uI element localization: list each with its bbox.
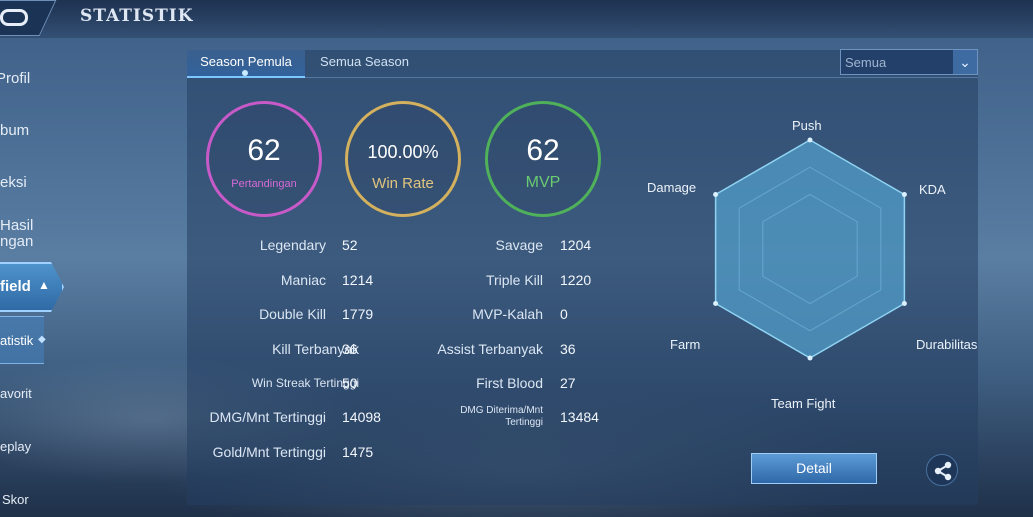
sidebar-item-label: Profil xyxy=(0,70,31,87)
matches-label: Pertandingan xyxy=(231,178,297,190)
mvp-label: MVP xyxy=(525,174,561,191)
radar-ring-inner xyxy=(762,193,858,305)
stat-label: Tertinggi xyxy=(505,417,543,428)
dropdown-value: Semua xyxy=(845,55,887,70)
radar-vertex-dot xyxy=(807,355,813,361)
stat-value: 0 xyxy=(560,306,568,322)
sidebar-item-label: field xyxy=(0,278,31,295)
stat-label: Assist Terbanyak xyxy=(437,341,543,357)
sidebar-subitem-statistik[interactable]: atistik ◆ xyxy=(0,316,46,364)
radar-value-polygon xyxy=(714,139,906,359)
sidebar-subitem-favorit[interactable]: avorit xyxy=(0,382,60,422)
tab-divider xyxy=(187,77,978,78)
win-rate-circle: 100.00% Win Rate xyxy=(345,101,461,217)
top-bar: STATISTIK xyxy=(0,0,1033,38)
tab-label: Semua Season xyxy=(320,54,409,69)
stat-value: 36 xyxy=(342,341,358,357)
stat-label: First Blood xyxy=(476,375,543,391)
stat-label: Gold/Mnt Tertinggi xyxy=(212,444,326,460)
sidebar-item-label: Hasil xyxy=(0,217,34,234)
tab-season-pemula[interactable]: Season Pemula xyxy=(187,50,305,78)
stat-value: 1475 xyxy=(342,444,374,460)
radar-label-team-fight: Team Fight xyxy=(771,396,836,411)
stat-label: Kill Terbanyak xyxy=(272,341,359,357)
radar-label-durabilitas: Durabilitas xyxy=(916,337,978,352)
stat-label: MVP-Kalah xyxy=(472,306,543,322)
tab-semua-season[interactable]: Semua Season xyxy=(307,50,422,78)
stat-value: 1214 xyxy=(342,272,374,288)
sidebar-item-label: eksi xyxy=(0,174,27,191)
sidebar-item-profil[interactable]: Profil xyxy=(0,62,60,102)
radar-label-kda: KDA xyxy=(919,182,946,197)
stat-label: Triple Kill xyxy=(485,272,543,288)
radar-label-farm: Farm xyxy=(670,337,701,352)
sidebar-item-label: eplay xyxy=(0,439,32,454)
stat-value: 52 xyxy=(342,237,358,253)
active-dot-icon xyxy=(242,70,248,76)
radar-label-push: Push xyxy=(792,118,822,133)
stat-value: 50 xyxy=(342,375,358,391)
sidebar-item-koleksi[interactable]: eksi xyxy=(0,166,60,206)
diamond-icon: ◆ xyxy=(38,334,46,345)
chevron-up-icon: ▲ xyxy=(38,278,50,292)
stat-label: DMG/Mnt Tertinggi xyxy=(209,409,326,425)
mvp-circle: 62 MVP xyxy=(485,101,601,217)
chevron-down-icon[interactable]: ⌄ xyxy=(953,50,977,74)
radar-vertex-dot xyxy=(901,301,907,306)
stat-value: 1204 xyxy=(560,237,592,253)
filter-dropdown[interactable]: Semua ⌄ xyxy=(840,49,978,75)
page-title: STATISTIK xyxy=(80,6,194,26)
stat-value: 27 xyxy=(560,375,576,391)
stat-label: Maniac xyxy=(280,272,326,288)
radar-svg xyxy=(713,137,907,361)
sidebar-subitem-skor[interactable]: Skor xyxy=(0,486,60,517)
radar-vertex-dot xyxy=(901,192,907,197)
stat-value: 14098 xyxy=(342,409,381,425)
matches-circle: 62 Pertandingan xyxy=(206,101,322,217)
sidebar: Profil bum eksi Hasil ngan field ▲ atist… xyxy=(0,40,70,517)
radar-vertex-dot xyxy=(807,137,813,143)
radar-ring-middle xyxy=(738,166,882,332)
tab-label: Season Pemula xyxy=(200,54,292,69)
stat-label: Win Streak Tertinggi xyxy=(251,376,359,390)
win-rate-value: 100.00% xyxy=(367,142,439,162)
stat-label: Legendary xyxy=(259,237,326,253)
stat-label: Savage xyxy=(495,237,543,253)
share-button[interactable] xyxy=(926,454,958,486)
sidebar-subitem-replay[interactable]: eplay xyxy=(0,436,60,476)
sidebar-item-label: Skor xyxy=(2,492,29,507)
back-icon xyxy=(0,9,28,26)
radar-vertex-dot xyxy=(713,192,719,197)
radar-chart: Push KDA Durabilitas Team Fight Farm Dam… xyxy=(640,110,990,420)
win-rate-label: Win Rate xyxy=(372,175,434,192)
sidebar-item-label: ngan xyxy=(0,233,34,250)
sidebar-item-hasil-pertandingan[interactable]: Hasil ngan xyxy=(0,212,60,258)
stat-value: 1220 xyxy=(560,272,592,288)
share-icon xyxy=(934,461,952,481)
stat-value: 36 xyxy=(560,341,576,357)
radar-vertex-dot xyxy=(713,301,719,306)
detail-button[interactable]: Detail xyxy=(751,453,877,484)
mvp-value: 62 xyxy=(526,134,560,167)
stat-value: 13484 xyxy=(560,409,599,425)
sidebar-item-label: bum xyxy=(0,122,30,139)
radar-label-damage: Damage xyxy=(647,180,697,195)
stat-value: 1779 xyxy=(342,306,374,322)
sidebar-item-label: avorit xyxy=(0,386,32,401)
sidebar-item-album[interactable]: bum xyxy=(0,114,60,154)
stat-label: Double Kill xyxy=(259,306,326,322)
sidebar-item-battlefield[interactable]: field ▲ xyxy=(0,262,64,312)
sidebar-item-label: atistik xyxy=(0,333,34,348)
matches-value: 62 xyxy=(247,134,281,167)
stat-label: DMG Diterima/Mnt xyxy=(460,405,543,416)
